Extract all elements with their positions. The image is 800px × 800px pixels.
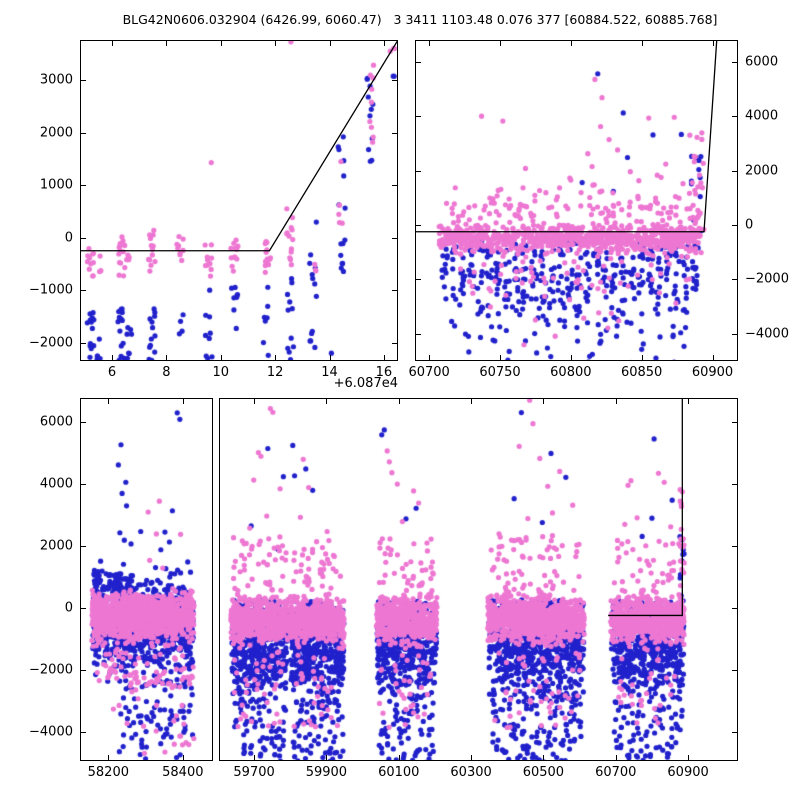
panel-bottom-left [80,398,213,761]
y-tick-label: −2000 [29,335,73,351]
y-tick-label: −4000 [29,724,73,740]
y-tick-label: 6000 [39,414,73,430]
y-tick-label: 1000 [39,177,73,193]
x-tick-label: 60100 [378,765,420,780]
x-tick-label: 59900 [305,765,348,780]
y-tick-label: −2000 [745,271,789,287]
y-tick-label: 2000 [39,538,73,554]
axes-overlay [219,398,738,761]
y-tick-label: 4000 [39,476,73,492]
x-tick-label: 60500 [522,765,565,780]
x-tick-label: 60300 [450,765,492,780]
x-tick-label: 12 [266,365,284,380]
x-tick-label: 59700 [233,765,275,780]
x-tick-label: 60850 [620,365,663,380]
y-tick-label: 0 [745,217,754,233]
panel-top-left [80,40,398,361]
axes-overlay [415,40,738,361]
x-axis-offset-label: +6.087e4 [333,376,398,391]
axes-frame [415,40,738,361]
x-tick-label: 14 [321,365,338,380]
x-tick-label: 58400 [162,765,204,780]
y-tick-label: 2000 [745,163,779,179]
y-tick-label: −4000 [745,326,789,342]
x-tick-label: 60700 [408,365,450,380]
axes-frame [219,398,738,761]
y-tick-label: 6000 [745,54,779,70]
axes-overlay [80,40,398,361]
y-tick-label: 4000 [745,108,779,124]
x-tick-label: 16 [375,365,393,380]
scatter-canvas [80,40,398,361]
x-tick-label: 6 [107,365,117,380]
x-tick-label: 60700 [595,765,637,780]
x-tick-label: 10 [212,365,230,380]
x-tick-label: 8 [162,365,171,380]
model-line [415,40,718,233]
model-line [80,40,398,252]
x-tick-label: 60800 [550,365,592,380]
model-line [608,398,683,617]
scatter-canvas [219,398,738,761]
axes-frame [80,398,213,761]
y-tick-label: 3000 [39,72,73,88]
x-tick-label: 60900 [691,365,734,380]
scatter-canvas [80,398,213,761]
y-tick-label: 0 [64,600,73,616]
y-tick-label: 2000 [39,125,73,141]
x-tick-label: 60750 [479,365,521,380]
axes-frame [80,40,398,361]
scatter-canvas [415,40,738,361]
y-tick-label: −1000 [29,282,73,298]
figure-title: BLG42N0606.032904 (6426.99, 6060.47) 3 3… [122,12,718,27]
panel-bottom-right [219,398,738,761]
y-tick-label: −2000 [29,662,73,678]
y-tick-label: 0 [64,230,73,246]
axes-overlay [80,398,213,761]
panel-top-right [415,40,738,361]
x-tick-label: 60900 [667,765,709,780]
x-tick-label: 58200 [87,765,129,780]
